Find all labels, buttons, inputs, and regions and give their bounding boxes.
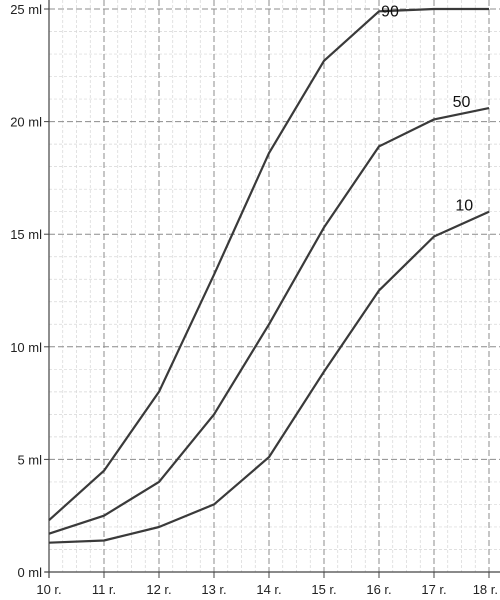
- tick-labels: 10 r. 11 r. 12 r. 13 r. 14 r. 15 r. 16 r. 17 r.…: [10, 2, 498, 597]
- x-tick-label: 18 r.: [473, 582, 498, 597]
- y-tick-label: 15 ml: [10, 227, 42, 242]
- series-line-90: [48, 7, 489, 522]
- series-label-10: 10: [455, 198, 473, 215]
- plot-background: [49, 0, 500, 580]
- series-line-50: [48, 107, 490, 535]
- axes: [44, 0, 500, 578]
- y-tick-label: 10 ml: [10, 340, 42, 355]
- y-tick-label: 25 ml: [10, 2, 42, 17]
- x-tick-label: 15 r.: [311, 582, 336, 597]
- x-tick-label: 14 r.: [256, 582, 281, 597]
- x-tick-label: 16 r.: [366, 582, 391, 597]
- minor-grid: [49, 0, 500, 572]
- series-labels: 90 50 10: [381, 3, 473, 214]
- x-tick-label: 13 r.: [201, 582, 226, 597]
- y-tick-label: 20 ml: [10, 115, 42, 130]
- y-tick-label: 0 ml: [17, 565, 42, 580]
- major-grid: [49, 0, 500, 572]
- series-lines: [48, 7, 490, 544]
- series-label-50: 50: [453, 94, 471, 111]
- x-tick-label: 17 r.: [421, 582, 446, 597]
- series-line-10: [48, 210, 490, 544]
- x-tick-label: 10 r.: [36, 582, 61, 597]
- x-tick-label: 11 r.: [92, 582, 116, 597]
- series-label-90: 90: [381, 3, 399, 20]
- x-tick-label: 12 r.: [146, 582, 171, 597]
- y-tick-label: 5 ml: [17, 452, 42, 467]
